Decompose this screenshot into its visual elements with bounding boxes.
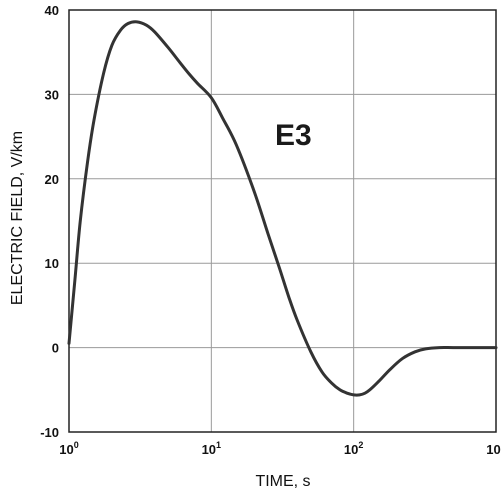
x-axis-title: TIME, s [255, 473, 310, 490]
x-tick-label: 103 [486, 440, 501, 457]
x-tick-label: 102 [344, 440, 363, 457]
grid [68, 9, 497, 433]
y-tick-label: 30 [45, 87, 59, 102]
y-tick-label: -10 [40, 425, 59, 440]
x-tick-label: 100 [59, 440, 78, 457]
y-tick-label: 10 [45, 256, 59, 271]
x-tick-labels: 100 101 102 103 [59, 440, 501, 457]
y-tick-label: 20 [45, 172, 59, 187]
y-axis-title: ELECTRIC FIELD, V/km [9, 131, 26, 305]
plot-frame [68, 9, 497, 433]
y-tick-labels: -10 0 10 20 30 40 [40, 3, 59, 440]
y-tick-label: 0 [52, 341, 59, 356]
electric-field-curve [67, 20, 498, 397]
e3-annotation: E3 [275, 119, 312, 152]
y-tick-label: 40 [45, 3, 59, 18]
x-tick-label: 101 [202, 440, 221, 457]
